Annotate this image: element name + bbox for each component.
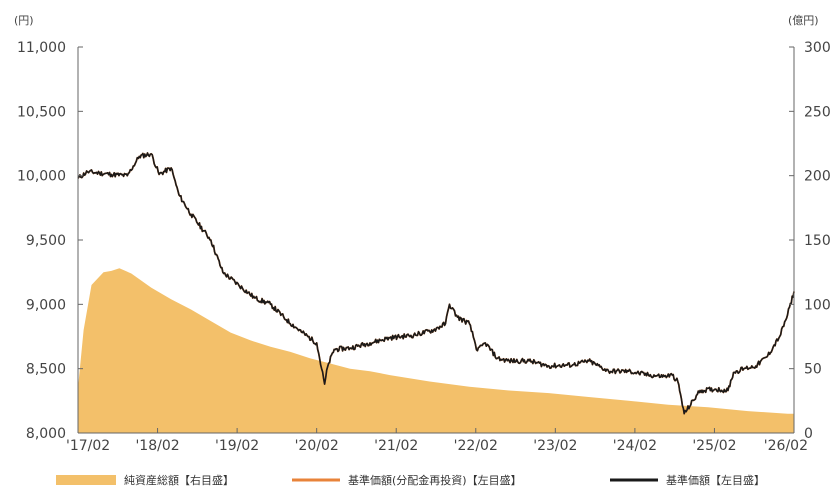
x-axis-tick-label: '22/02 <box>454 438 498 454</box>
x-axis-tick-label: '20/02 <box>295 438 339 454</box>
x-axis-tick-label: '23/02 <box>533 438 577 454</box>
left-axis-tick-label: 10,500 <box>17 104 66 120</box>
x-axis-tick-label: '26/02 <box>764 438 808 454</box>
line-layer <box>77 152 795 415</box>
legend-label-nav-reinvested: 基準価額(分配金再投資)【左目盛】 <box>348 473 522 487</box>
x-axis-tick-label: '25/02 <box>692 438 736 454</box>
left-axis-tick-label: 10,000 <box>17 169 66 185</box>
right-axis-tick-label: 150 <box>804 233 831 249</box>
area-layer <box>78 268 794 433</box>
x-axis-tick-label: '18/02 <box>135 438 179 454</box>
right-axis-tick-label: 300 <box>804 40 831 56</box>
left-axis-unit: (円) <box>14 14 34 27</box>
right-axis-tick-label: 200 <box>804 169 831 185</box>
right-axis-unit: (億円) <box>788 14 819 27</box>
series-area-net-assets <box>78 268 794 433</box>
legend: 純資産総額【右目盛】 基準価額(分配金再投資)【左目盛】 基準価額【左目盛】 <box>56 473 765 487</box>
left-axis-tick-label: 8,000 <box>26 426 66 442</box>
x-axis-tick-label: '24/02 <box>613 438 657 454</box>
left-axis-tick-label: 11,000 <box>17 40 66 56</box>
x-axis-tick-label: '19/02 <box>215 438 259 454</box>
legend-swatch-net-assets <box>56 475 116 485</box>
right-axis-tick-label: 50 <box>804 362 822 378</box>
legend-label-nav: 基準価額【左目盛】 <box>666 473 765 487</box>
left-axis-tick-label: 8,500 <box>26 362 66 378</box>
left-axis-tick-label: 9,500 <box>26 233 66 249</box>
axes-layer: 8,000 8,500 9,000 9,500 10,000 10,500 11,000 0 5… <box>17 40 831 454</box>
right-axis-tick-label: 250 <box>804 104 831 120</box>
right-axis-tick-label: 0 <box>804 426 813 442</box>
series-line-nav <box>77 152 795 415</box>
left-axis-tick-label: 9,000 <box>26 297 66 313</box>
right-axis-tick-label: 100 <box>804 297 831 313</box>
x-axis-tick-label: '21/02 <box>374 438 418 454</box>
legend-label-net-assets: 純資産総額【右目盛】 <box>124 473 234 487</box>
x-axis-tick-label: '17/02 <box>66 438 110 454</box>
